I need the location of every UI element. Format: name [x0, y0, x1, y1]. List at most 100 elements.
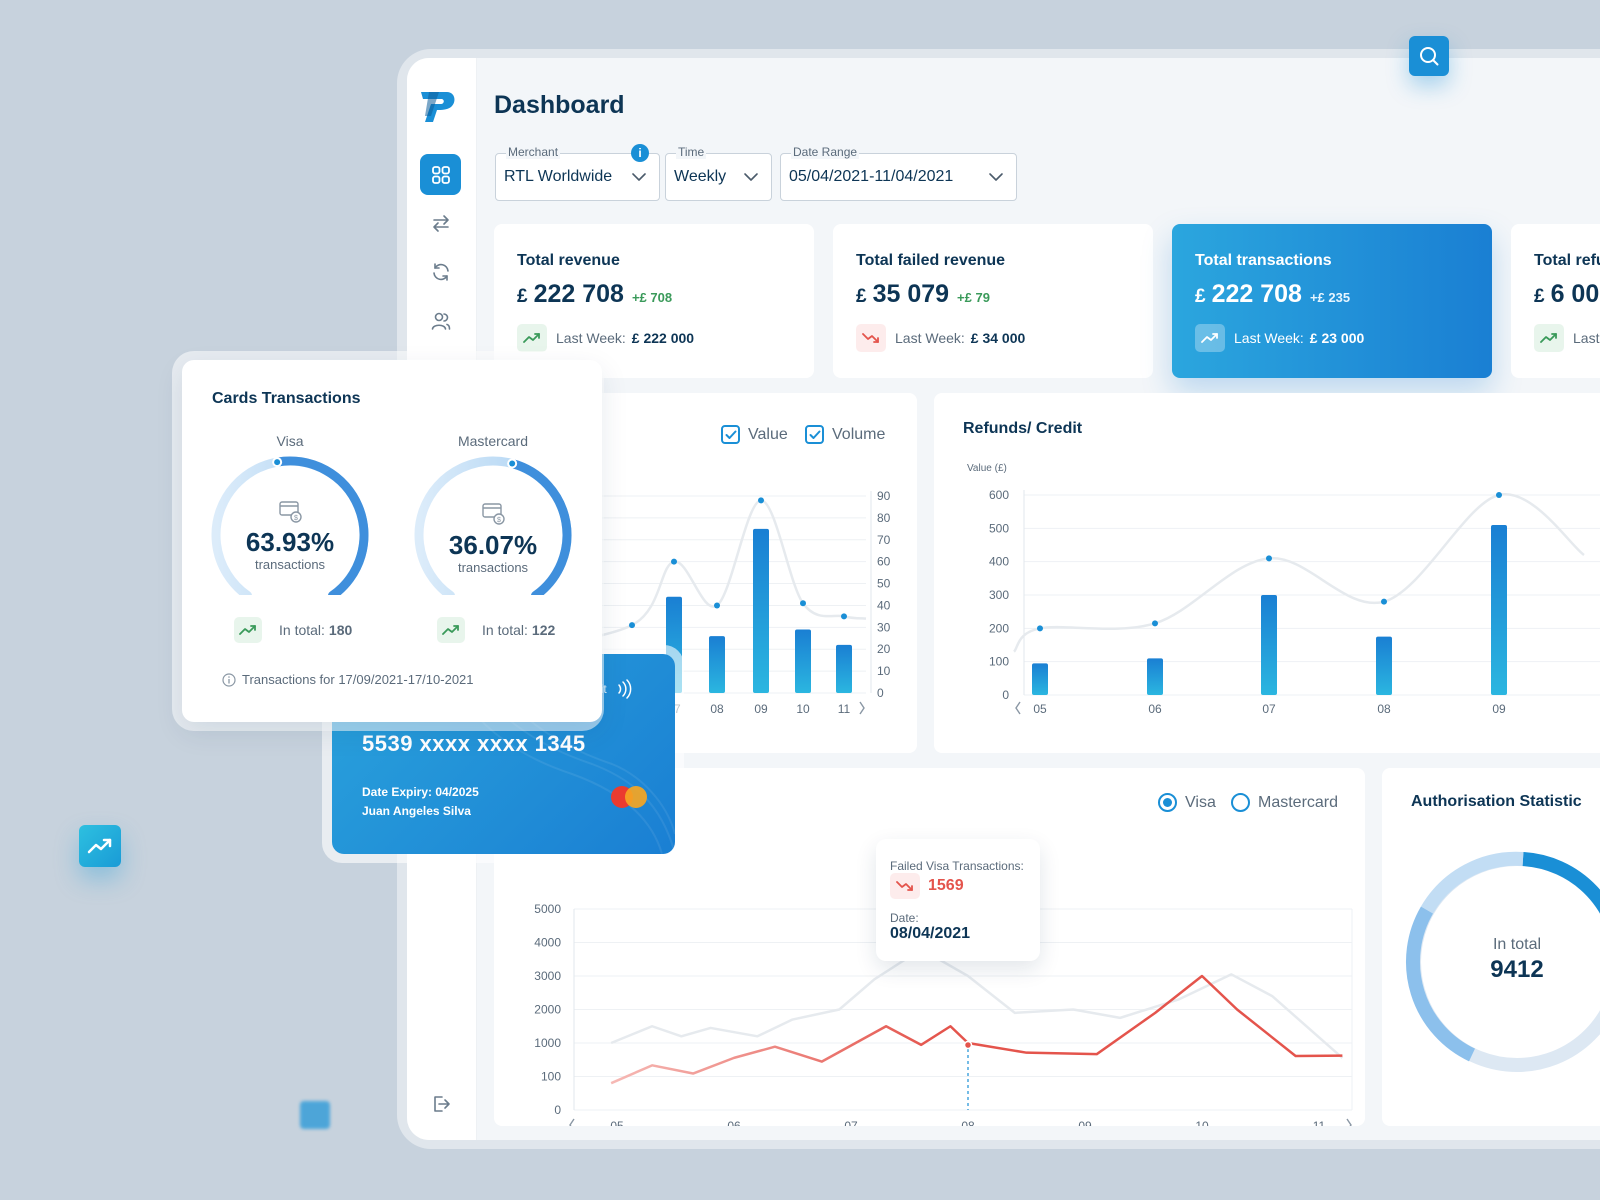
chart-tooltip: Failed Visa Transactions: 1569 Date: 08/…: [876, 839, 1040, 961]
merchant-label: Merchant: [506, 145, 561, 159]
y-tick-label: 1000: [534, 1036, 561, 1050]
x-tick-label: 09: [1492, 702, 1506, 716]
chevron-right-icon: [859, 701, 865, 715]
chevron-down-icon: [632, 173, 646, 181]
refunds-point: [1496, 492, 1502, 498]
brand-logo-icon: [421, 92, 455, 122]
stat-title: Total refu: [1534, 252, 1600, 269]
time-select[interactable]: Time Weekly: [665, 145, 772, 201]
y-tick-label: 100: [541, 1070, 561, 1084]
nav-dashboard[interactable]: [420, 154, 461, 195]
users-icon: [431, 312, 450, 330]
y-tick-label: 20: [877, 642, 891, 656]
date-range-label: Date Range: [791, 145, 860, 159]
bar-08: [1376, 636, 1392, 695]
gauge-total-visa: In total: 180: [234, 617, 352, 643]
visa-radio[interactable]: Visa: [1158, 793, 1216, 812]
card-holder: Juan Angeles Silva: [362, 804, 471, 818]
refresh-icon: [432, 262, 449, 281]
card-number: 5539 xxxx xxxx 1345: [362, 731, 586, 756]
x-tick-label: 08: [1377, 702, 1391, 716]
x-tick-label: 08: [710, 702, 724, 716]
mastercard-gauge: [414, 456, 572, 595]
stat-delta: +£ 79: [957, 290, 990, 305]
refunds-point: [1152, 620, 1158, 627]
volume-point: [671, 558, 677, 565]
gauge-pct-mastercard: 36.07%: [448, 530, 538, 560]
x-tick-label: 05: [1033, 702, 1047, 716]
y-tick-label: 30: [877, 620, 891, 634]
info-icon: [222, 672, 236, 687]
volume-point: [841, 613, 847, 620]
stat-delta: +£ 235: [1309, 290, 1351, 305]
volume-point: [800, 600, 806, 607]
stat-card-total-failed-revenue[interactable]: Total failed revenue £35 079 +£ 79 Last W…: [833, 224, 1153, 378]
value-checkbox[interactable]: Value: [721, 425, 788, 444]
stat-card-total-refunds[interactable]: Total refu £6 00 Last: [1511, 224, 1600, 378]
merchant-info-icon[interactable]: i: [631, 144, 649, 162]
transfer-icon: [432, 214, 449, 232]
trend-up-icon: [517, 324, 547, 352]
stat-delta: +£ 708: [631, 290, 673, 305]
nav-refunds[interactable]: [420, 251, 461, 292]
stat-title: Total transactions: [1195, 252, 1332, 269]
y-tick-label: 2000: [534, 1003, 561, 1017]
x-tick-label: 09: [1078, 1119, 1092, 1126]
tooltip-date-label: Date:: [890, 911, 919, 925]
chevron-left-icon: [569, 1118, 575, 1126]
gauge-label-mastercard: Mastercard: [457, 433, 529, 449]
bar-06: [1147, 658, 1163, 695]
cards-panel-title: Cards Transactions: [212, 390, 361, 407]
stat-card-total-transactions[interactable]: Total transactions £222 708 +£ 235 Last W…: [1172, 224, 1492, 378]
x-tick-label: 11: [1313, 1119, 1326, 1126]
trend-up-icon: [234, 617, 262, 643]
gauge-marker: [274, 459, 281, 466]
x-tick-label: 05: [610, 1119, 624, 1126]
nav-logout[interactable]: [420, 1083, 461, 1124]
authorisation-panel: Authorisation Statistic In total 9412: [1382, 768, 1600, 1126]
stat-value: £35 079 +£ 79: [856, 280, 990, 308]
y-tick-label: 600: [989, 488, 1009, 502]
x-tick-label: 09: [754, 702, 768, 716]
stat-footer: Last Week: £ 34 000: [856, 324, 1025, 352]
floating-trend-icon: [79, 825, 121, 867]
y-tick-label: 70: [877, 533, 891, 547]
x-tick-label: 10: [1195, 1119, 1209, 1126]
merchant-value: RTL Worldwide: [504, 168, 613, 185]
x-tick-label: 07: [1262, 702, 1276, 716]
auth-total-label: In total: [1492, 936, 1542, 953]
y-tick-label: 0: [877, 686, 884, 700]
mastercard-radio[interactable]: Mastercard: [1231, 793, 1338, 812]
search-button[interactable]: [1409, 36, 1449, 76]
x-tick-label: 06: [1148, 702, 1162, 716]
y-tick-label: 10: [877, 664, 891, 678]
refunds-point: [1037, 625, 1043, 632]
stat-value: £6 00: [1534, 280, 1600, 308]
gauge-fill: [272, 456, 369, 595]
chevron-down-icon: [744, 173, 758, 181]
gauge-pct-visa: 63.93%: [245, 527, 335, 557]
trend-up-icon: [1195, 324, 1225, 352]
gauge-total-mastercard: In total: 122: [437, 617, 555, 643]
y-tick-label: 500: [989, 521, 1009, 535]
chevron-left-icon: [1015, 701, 1021, 715]
refunds-credit-panel: Refunds/ Credit Value (£) 0 100 200 300 400 50…: [934, 393, 1600, 753]
date-range-select[interactable]: Date Range 05/04/2021-11/04/2021: [780, 145, 1017, 201]
y-tick-label: 200: [989, 621, 1009, 635]
svg-text:$: $: [497, 517, 501, 524]
refunds-point: [1381, 598, 1387, 605]
volume-point: [758, 497, 764, 504]
bar-10: [795, 629, 811, 693]
merchant-select[interactable]: Merchant RTL Worldwide: [495, 145, 660, 201]
nav-users[interactable]: [420, 300, 461, 341]
tooltip-label: Failed Visa Transactions:: [890, 859, 1024, 873]
volume-checkbox[interactable]: Volume: [805, 425, 885, 444]
nav-transfers[interactable]: [420, 202, 461, 243]
y-tick-label: 400: [989, 555, 1009, 569]
gauge-sub-mastercard: transactions: [457, 560, 529, 575]
date-range-value: 05/04/2021-11/04/2021: [789, 168, 954, 185]
bar-09: [1491, 525, 1507, 695]
authorisation-donut: [1406, 851, 1600, 1072]
stat-value: £222 708 +£ 708: [517, 280, 673, 308]
stat-value: £222 708 +£ 235: [1195, 280, 1351, 308]
